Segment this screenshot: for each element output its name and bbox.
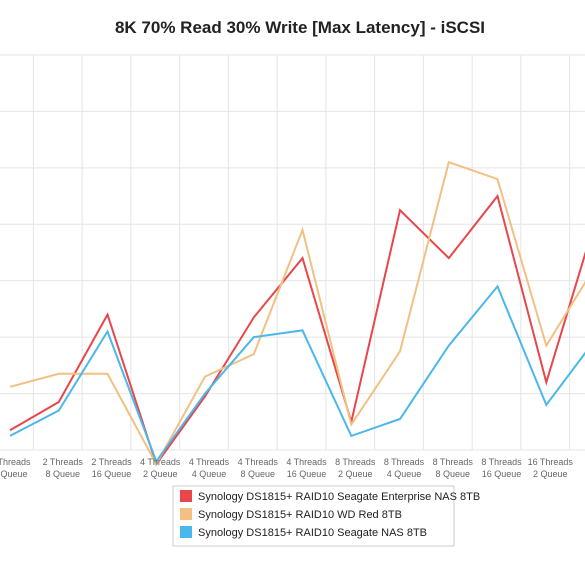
x-tick-label: Threads Queue — [0, 457, 31, 479]
legend-label: Synology DS1815+ RAID10 WD Red 8TB — [198, 509, 402, 521]
legend-swatch — [180, 490, 192, 502]
legend-swatch — [180, 508, 192, 520]
x-tick-label: 2 Threads 8 Queue — [43, 457, 84, 479]
x-tick-label: 2 Threads 16 Queue — [91, 457, 132, 479]
legend: Synology DS1815+ RAID10 Seagate Enterpri… — [172, 485, 480, 547]
legend-box — [172, 485, 455, 547]
x-axis-ticks: Threads Queue 2 Threads 8 Queue 2 Threads 16 … — [0, 457, 574, 479]
x-tick-label: 16 Threads 2 Queue — [528, 457, 574, 479]
x-tick-label: 8 Threads 8 Queue — [433, 457, 474, 479]
series-line-2 — [9, 160, 585, 467]
x-tick-label: 8 Threads 16 Queue — [481, 457, 522, 479]
x-tick-label: 4 Threads 16 Queue — [286, 457, 327, 479]
x-tick-label: 4 Threads 2 Queue — [140, 457, 181, 479]
series-lines — [9, 160, 585, 467]
series-line-3 — [9, 284, 585, 464]
x-tick-label: 4 Threads 4 Queue — [189, 457, 230, 479]
x-tick-label: 4 Threads 8 Queue — [238, 457, 279, 479]
x-tick-label: 8 Threads 2 Queue — [335, 457, 376, 479]
legend-swatch — [180, 526, 192, 538]
chart-title: 8K 70% Read 30% Write [Max Latency] - iS… — [115, 18, 485, 37]
grid — [0, 54, 585, 451]
legend-label: Synology DS1815+ RAID10 Seagate NAS 8TB — [198, 527, 427, 539]
x-tick-label: 8 Threads 4 Queue — [384, 457, 425, 479]
series-line-1 — [9, 193, 585, 467]
legend-label: Synology DS1815+ RAID10 Seagate Enterpri… — [198, 491, 480, 503]
